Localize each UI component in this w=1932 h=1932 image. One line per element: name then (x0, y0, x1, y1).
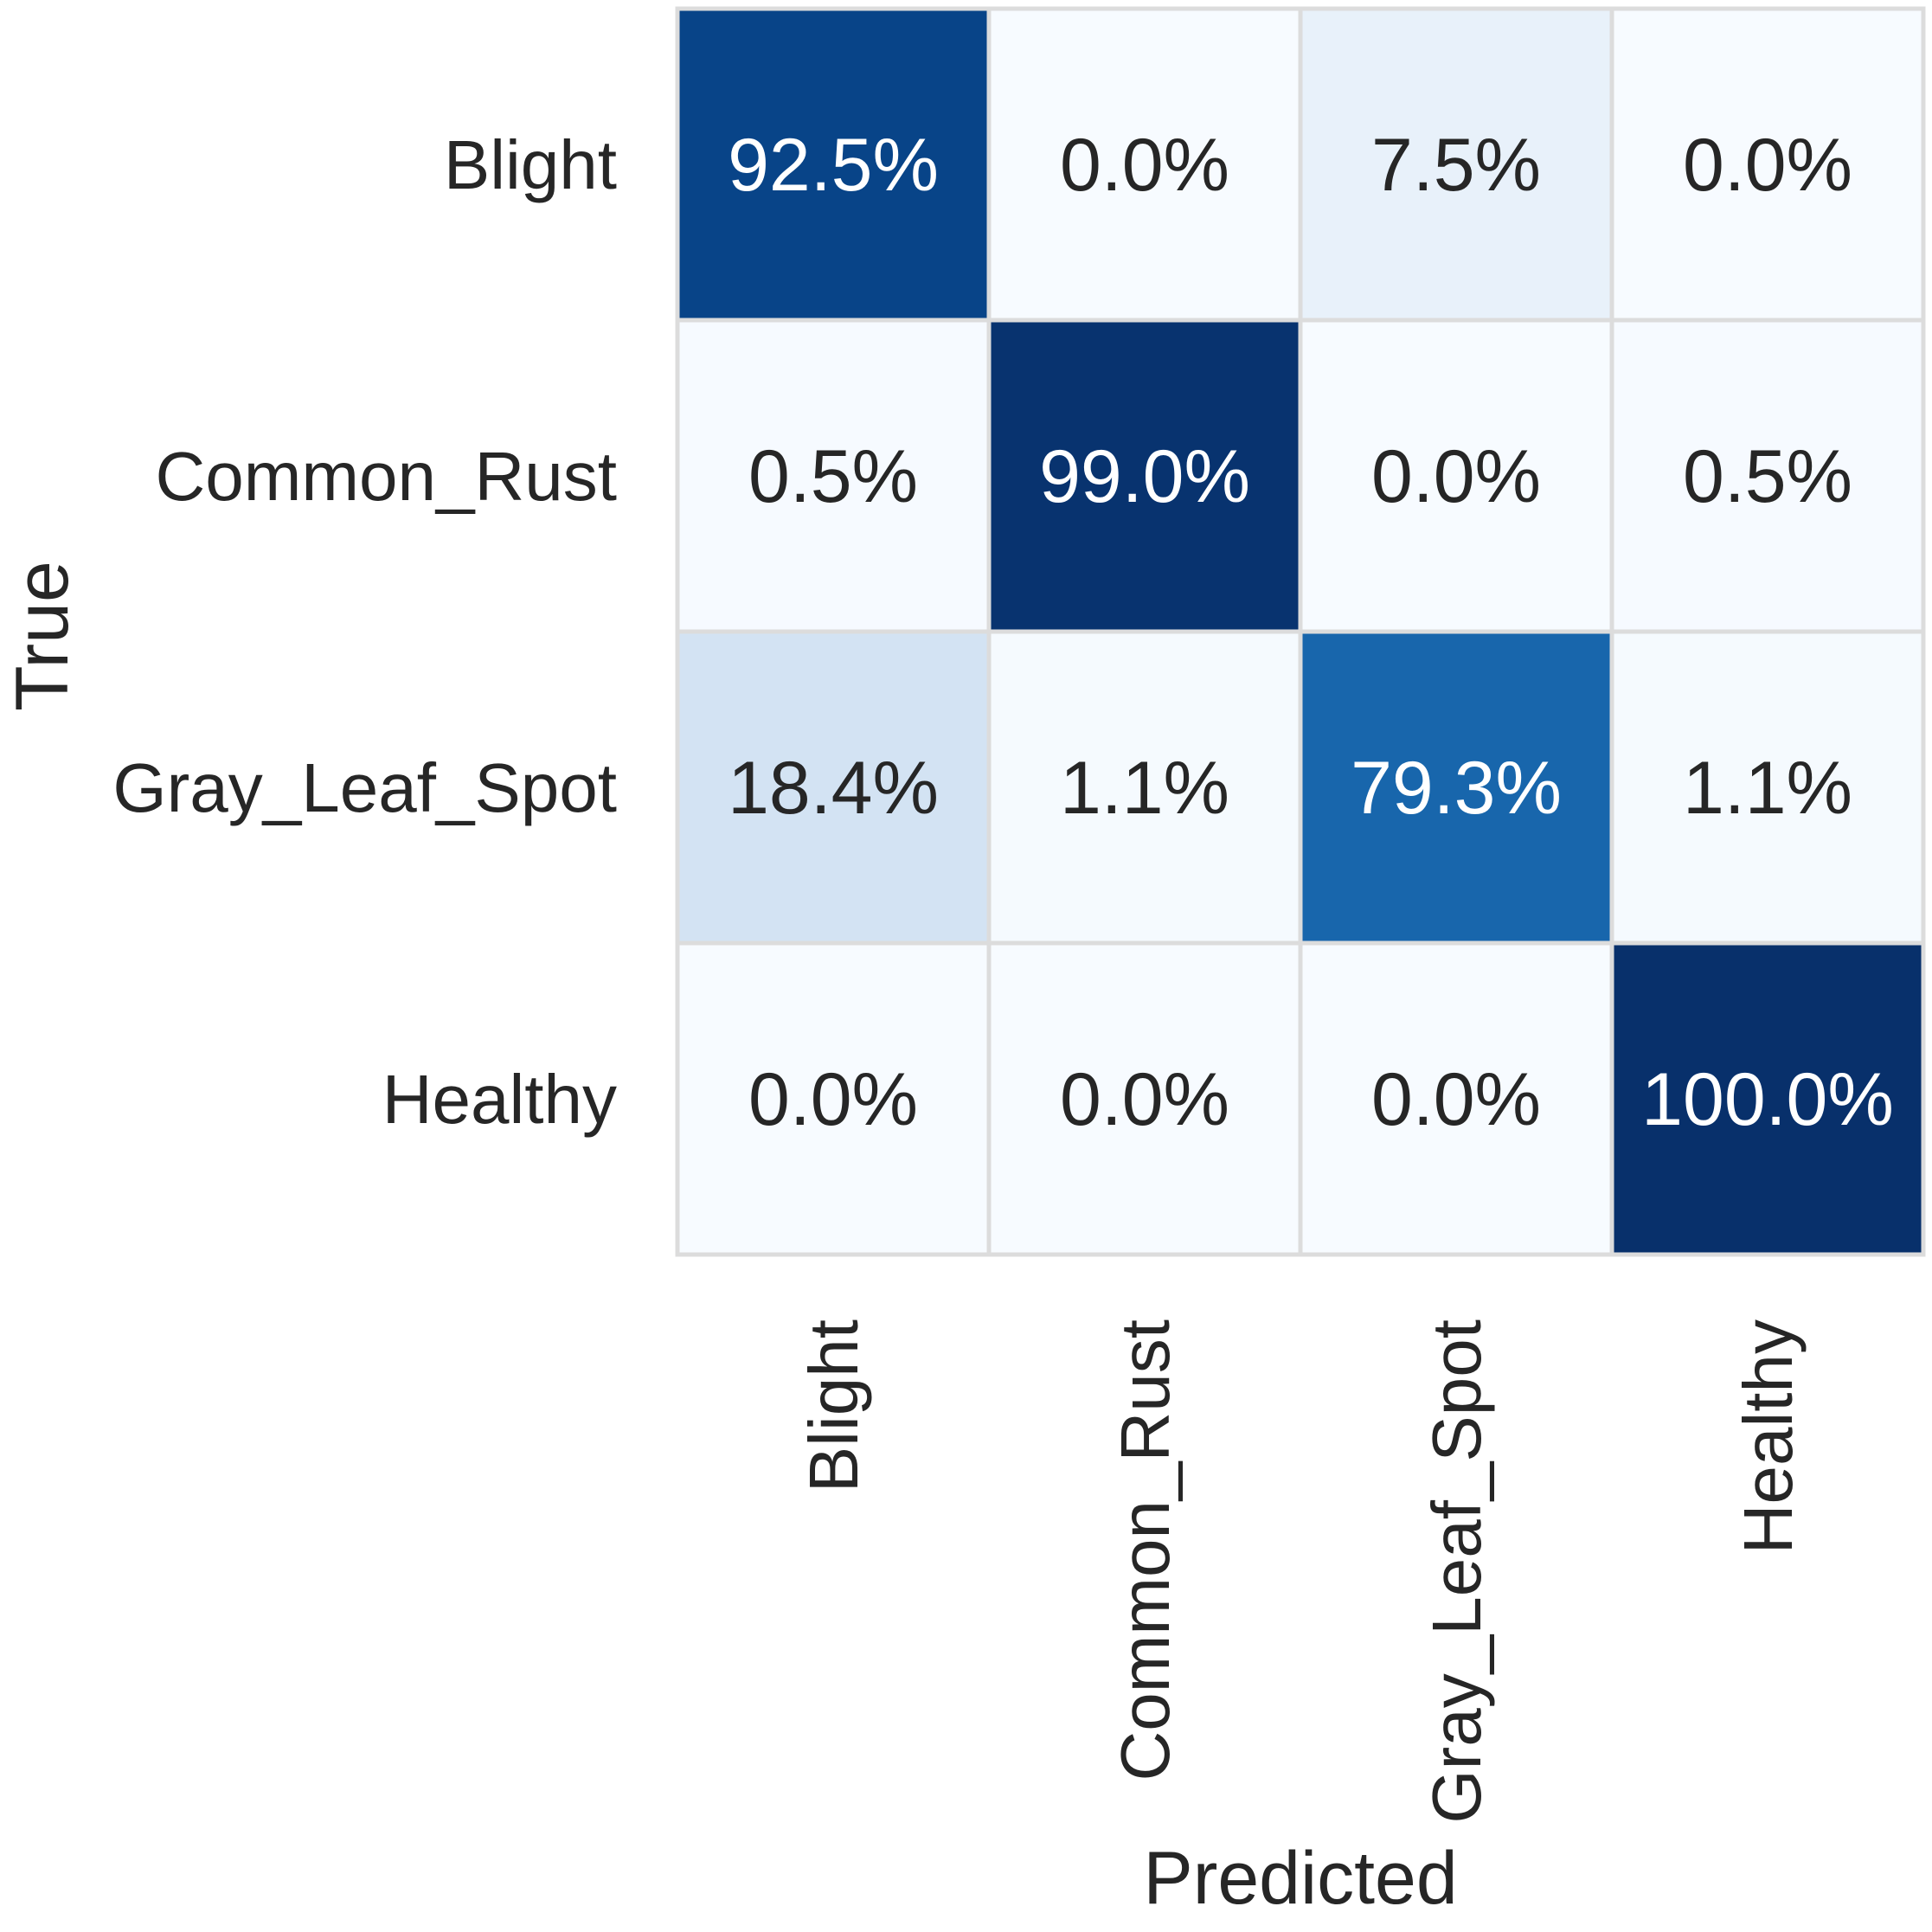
heatmap-cell (675, 6, 992, 323)
y-tick-label: Blight (444, 126, 617, 203)
cell-value-label: 1.1% (1060, 747, 1229, 830)
x-tick-label: Healthy (1730, 1319, 1807, 1554)
y-tick-label: Healthy (382, 1061, 617, 1138)
cell-value-label: 1.1% (1683, 747, 1852, 830)
heatmap-cell (675, 940, 992, 1257)
y-axis-tick-labels: Blight Common_Rust Gray_Leaf_Spot Healthy (112, 126, 617, 1138)
cell-value-label: 0.0% (1371, 435, 1541, 518)
cell-value-label: 99.0% (1039, 435, 1250, 518)
cell-value-label: 7.5% (1371, 124, 1541, 207)
heatmap-cell (1609, 318, 1926, 634)
cell-value-label: 0.5% (1683, 435, 1852, 518)
cell-value-label: 0.5% (748, 435, 918, 518)
heatmap-cell (1298, 6, 1614, 323)
x-tick-label: Blight (795, 1319, 872, 1492)
cell-value-label: 0.0% (748, 1058, 918, 1141)
x-axis-label: Predicted (1143, 1837, 1457, 1920)
heatmap-cell (986, 940, 1303, 1257)
x-tick-label: Common_Rust (1107, 1319, 1184, 1781)
heatmap-cell (986, 318, 1303, 634)
heatmap-cell (1609, 629, 1926, 946)
cell-value-label: 18.4% (728, 747, 939, 830)
x-tick-label: Gray_Leaf_Spot (1418, 1319, 1495, 1824)
heatmap-cell-labels: 92.5% 0.0% 7.5% 0.0% 0.5% 99.0% 0.0% 0.5% 18.4% 1… (728, 124, 1894, 1141)
cell-value-label: 0.0% (1060, 124, 1229, 207)
heatmap-cells (675, 6, 1926, 1257)
cell-value-label: 0.0% (1371, 1058, 1541, 1141)
cell-value-label: 0.0% (1060, 1058, 1229, 1141)
heatmap-cell (986, 6, 1303, 323)
y-axis-label: True (1, 561, 84, 711)
cell-value-label: 100.0% (1641, 1058, 1894, 1141)
heatmap-cell (1609, 6, 1926, 323)
heatmap-cell (986, 629, 1303, 946)
heatmap-cell (1609, 940, 1926, 1257)
cell-value-label: 79.3% (1351, 747, 1562, 830)
x-axis-tick-labels: Blight Common_Rust Gray_Leaf_Spot Healthy (795, 1319, 1807, 1824)
cell-value-label: 0.0% (1683, 124, 1852, 207)
cell-value-label: 92.5% (728, 124, 939, 207)
y-tick-label: Gray_Leaf_Spot (112, 749, 617, 826)
y-tick-label: Common_Rust (155, 438, 617, 515)
